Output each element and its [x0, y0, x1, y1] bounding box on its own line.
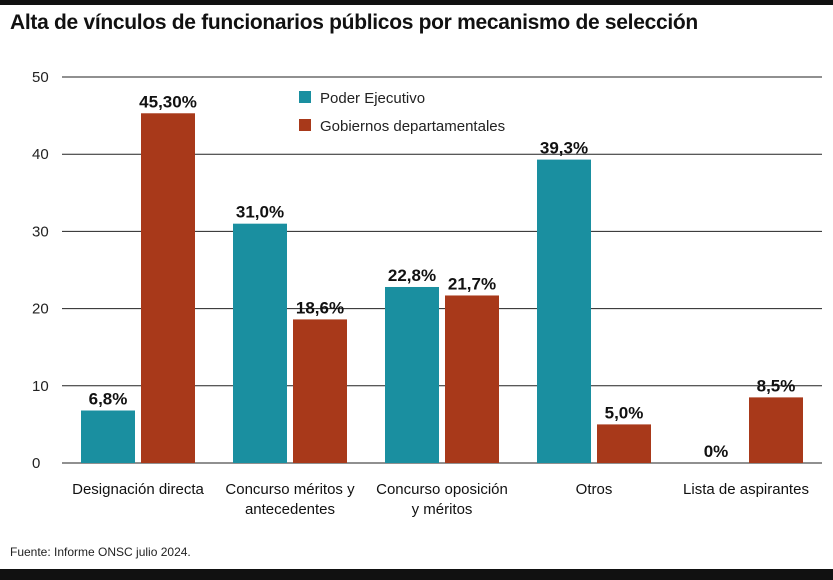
bar-gobiernos-departamentales: [445, 295, 499, 463]
category-label: Lista de aspirantes: [683, 481, 809, 498]
category-label: Concurso méritos y: [225, 481, 355, 498]
category-label: Designación directa: [72, 481, 204, 498]
y-tick-label: 20: [32, 301, 49, 318]
data-label: 0%: [704, 442, 729, 461]
data-label: 45,30%: [139, 92, 197, 111]
category-label: y méritos: [412, 501, 473, 518]
top-border: [0, 0, 833, 5]
bar-poder-ejecutivo: [233, 223, 287, 463]
data-label: 31,0%: [236, 203, 284, 222]
data-labels: 6,8% 45,30% 31,0% 18,6% 22,8% 21,7% 39,3% 5,0% 0…: [89, 92, 796, 461]
legend: Poder Ejecutivo Gobiernos departamentales: [299, 90, 505, 135]
bar-chart: 0 10 20 30 40 50 6,8% 45,30% 31,0% 18,6% 22,8% 21,…: [32, 69, 822, 518]
category-label: Concurso oposición: [376, 481, 508, 498]
data-label: 39,3%: [540, 139, 588, 158]
data-label: 5,0%: [605, 403, 644, 422]
source-note: Fuente: Informe ONSC julio 2024.: [10, 545, 191, 559]
data-label: 18,6%: [296, 298, 344, 317]
bar-poder-ejecutivo: [537, 159, 591, 463]
bar-gobiernos-departamentales: [597, 424, 651, 463]
y-axis: 0 10 20 30 40 50: [32, 69, 49, 472]
bar-gobiernos-departamentales: [293, 319, 347, 463]
data-label: 8,5%: [757, 376, 796, 395]
chart-title: Alta de vínculos de funcionarios público…: [10, 11, 698, 34]
legend-label: Gobiernos departamentales: [320, 118, 505, 135]
legend-swatch: [299, 91, 311, 103]
legend-label: Poder Ejecutivo: [320, 90, 425, 107]
bar-gobiernos-departamentales: [749, 397, 803, 463]
legend-swatch: [299, 119, 311, 131]
y-tick-label: 30: [32, 223, 49, 240]
category-label: Otros: [576, 481, 613, 498]
bar-poder-ejecutivo: [81, 410, 135, 463]
category-label: antecedentes: [245, 501, 335, 518]
bar-gobiernos-departamentales: [141, 113, 195, 463]
y-tick-label: 0: [32, 455, 40, 472]
data-label: 21,7%: [448, 274, 496, 293]
bar-poder-ejecutivo: [385, 286, 439, 463]
y-tick-label: 10: [32, 378, 49, 395]
bottom-border: [0, 569, 833, 580]
data-label: 22,8%: [388, 266, 436, 285]
bars: [81, 113, 803, 463]
x-axis-categories: Designación directa Concurso méritos y ant…: [72, 481, 809, 518]
y-tick-label: 50: [32, 69, 49, 86]
y-tick-label: 40: [32, 146, 49, 163]
data-label: 6,8%: [89, 390, 128, 409]
